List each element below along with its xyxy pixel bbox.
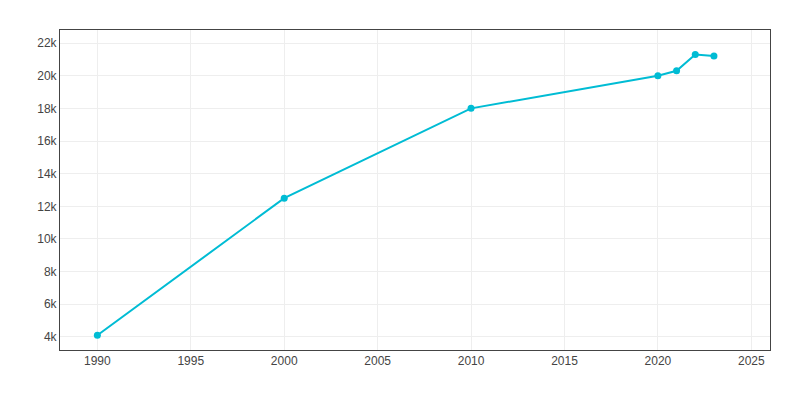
svg-text:14k: 14k: [37, 167, 57, 181]
svg-text:16k: 16k: [37, 134, 57, 148]
svg-text:1995: 1995: [177, 354, 204, 368]
svg-text:2015: 2015: [551, 354, 578, 368]
svg-text:2025: 2025: [738, 354, 765, 368]
svg-text:22k: 22k: [37, 36, 57, 50]
svg-text:2000: 2000: [271, 354, 298, 368]
svg-text:2005: 2005: [364, 354, 391, 368]
svg-text:4k: 4k: [44, 330, 58, 344]
svg-text:2020: 2020: [645, 354, 672, 368]
svg-text:1990: 1990: [84, 354, 111, 368]
svg-text:20k: 20k: [37, 69, 57, 83]
svg-text:8k: 8k: [44, 265, 58, 279]
svg-text:12k: 12k: [37, 200, 57, 214]
svg-text:6k: 6k: [44, 297, 58, 311]
svg-text:18k: 18k: [37, 102, 57, 116]
svg-text:10k: 10k: [37, 232, 57, 246]
svg-text:2010: 2010: [458, 354, 485, 368]
